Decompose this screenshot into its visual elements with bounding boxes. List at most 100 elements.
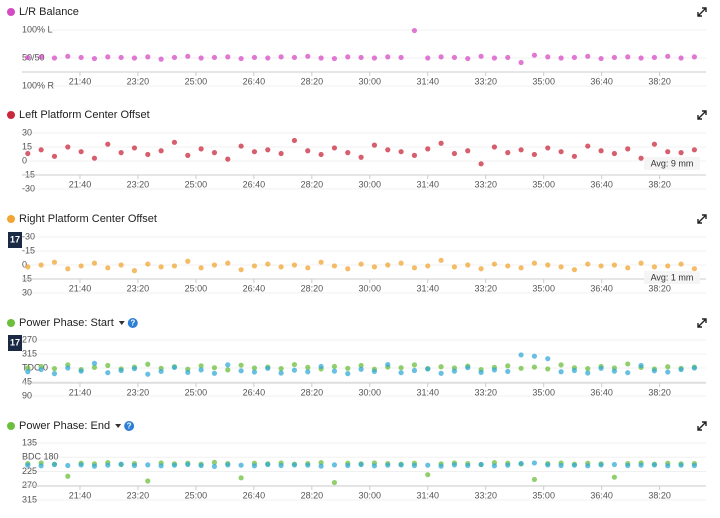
- data-point: [505, 54, 511, 61]
- x-tick-label: 35:00: [532, 387, 555, 397]
- x-tick-label: 30:00: [359, 179, 382, 189]
- data-point: [385, 147, 391, 153]
- x-tick-label: 38:20: [648, 76, 671, 86]
- data-point: [505, 363, 511, 369]
- expand-icon[interactable]: [697, 110, 707, 120]
- data-point: [465, 148, 471, 154]
- data-point: [398, 260, 404, 266]
- data-point: [265, 365, 271, 371]
- data-point: [331, 479, 338, 486]
- expand-icon[interactable]: [697, 318, 707, 328]
- x-tick-label: 33:20: [474, 179, 497, 189]
- data-point: [331, 55, 338, 62]
- y-tick-label: 315: [22, 494, 37, 504]
- data-point: [51, 153, 58, 159]
- x-tick-label: 26:40: [243, 283, 266, 293]
- data-point: [478, 161, 484, 167]
- annotation-bg: [644, 157, 700, 170]
- data-point: [211, 262, 218, 268]
- expand-icon[interactable]: [697, 421, 707, 431]
- data-point: [198, 462, 204, 469]
- data-point: [291, 54, 298, 61]
- data-point: [371, 368, 378, 375]
- data-point: [265, 461, 271, 468]
- data-point: [625, 54, 631, 60]
- data-point: [225, 362, 231, 368]
- data-point: [238, 267, 244, 273]
- data-point: [585, 143, 591, 149]
- data-point: [411, 462, 418, 469]
- x-tick-label: 25:00: [185, 387, 208, 397]
- data-point: [158, 463, 164, 469]
- data-point: [691, 266, 698, 272]
- x-tick-label: 26:40: [243, 490, 266, 500]
- data-point: [211, 150, 218, 156]
- data-point: [358, 461, 364, 468]
- x-tick-label: 23:20: [127, 490, 150, 500]
- badge-bg: [8, 232, 22, 248]
- data-point: [211, 463, 218, 470]
- data-point: [211, 459, 218, 465]
- data-point: [65, 462, 71, 469]
- help-icon[interactable]: [127, 318, 138, 328]
- data-point: [251, 365, 258, 371]
- data-point: [251, 263, 258, 269]
- data-point: [411, 367, 418, 374]
- data-point: [331, 368, 338, 374]
- data-point: [411, 362, 418, 368]
- expand-icon[interactable]: [697, 7, 707, 17]
- data-point: [78, 368, 84, 374]
- dropdown[interactable]: [118, 321, 125, 325]
- data-point: [518, 59, 524, 66]
- x-tick-label: 28:20: [301, 76, 324, 86]
- data-point: [385, 462, 391, 468]
- data-point: [91, 360, 98, 366]
- x-tick-label: 36:40: [590, 490, 613, 500]
- data-point: [358, 261, 364, 267]
- data-point: [638, 260, 644, 266]
- data-point: [105, 462, 111, 468]
- x-tick-label: 33:20: [474, 490, 497, 500]
- data-point: [665, 369, 671, 375]
- data-point: [651, 54, 658, 61]
- data-point: [371, 55, 378, 61]
- data-point: [465, 262, 471, 268]
- data-point: [78, 462, 84, 468]
- help-icon[interactable]: [124, 421, 135, 431]
- dropdown[interactable]: [115, 424, 122, 428]
- data-point: [25, 54, 31, 61]
- data-point: [38, 54, 44, 60]
- data-point: [185, 53, 191, 59]
- data-point: [171, 54, 178, 61]
- expand-icon[interactable]: [697, 214, 707, 224]
- data-point: [211, 365, 218, 371]
- data-point: [251, 369, 258, 375]
- data-point: [91, 364, 98, 370]
- data-point: [238, 55, 244, 62]
- data-point: [131, 462, 138, 469]
- data-point: [531, 52, 538, 58]
- chart-title: Left Platform Center Offset: [19, 109, 150, 121]
- data-point: [185, 461, 191, 468]
- y-tick-label: BDC 180: [22, 452, 59, 462]
- data-point: [518, 352, 524, 358]
- data-point: [305, 53, 311, 59]
- data-point: [545, 54, 551, 60]
- data-point: [118, 54, 124, 61]
- y-tick-label: 0: [22, 155, 27, 165]
- data-point: [505, 263, 511, 269]
- y-tick-label: 100% R: [22, 80, 55, 90]
- data-point: [65, 144, 71, 150]
- x-tick-label: 35:00: [532, 283, 555, 293]
- data-point: [465, 365, 471, 371]
- data-point: [491, 463, 498, 469]
- data-point: [91, 260, 98, 266]
- x-tick-label: 31:40: [416, 76, 439, 86]
- data-point: [425, 263, 431, 269]
- data-point: [611, 461, 618, 468]
- data-point: [531, 460, 538, 466]
- data-point: [571, 367, 578, 374]
- x-tick-label: 21:40: [69, 76, 92, 86]
- y-tick-label: 15: [22, 141, 32, 151]
- data-point: [331, 145, 338, 151]
